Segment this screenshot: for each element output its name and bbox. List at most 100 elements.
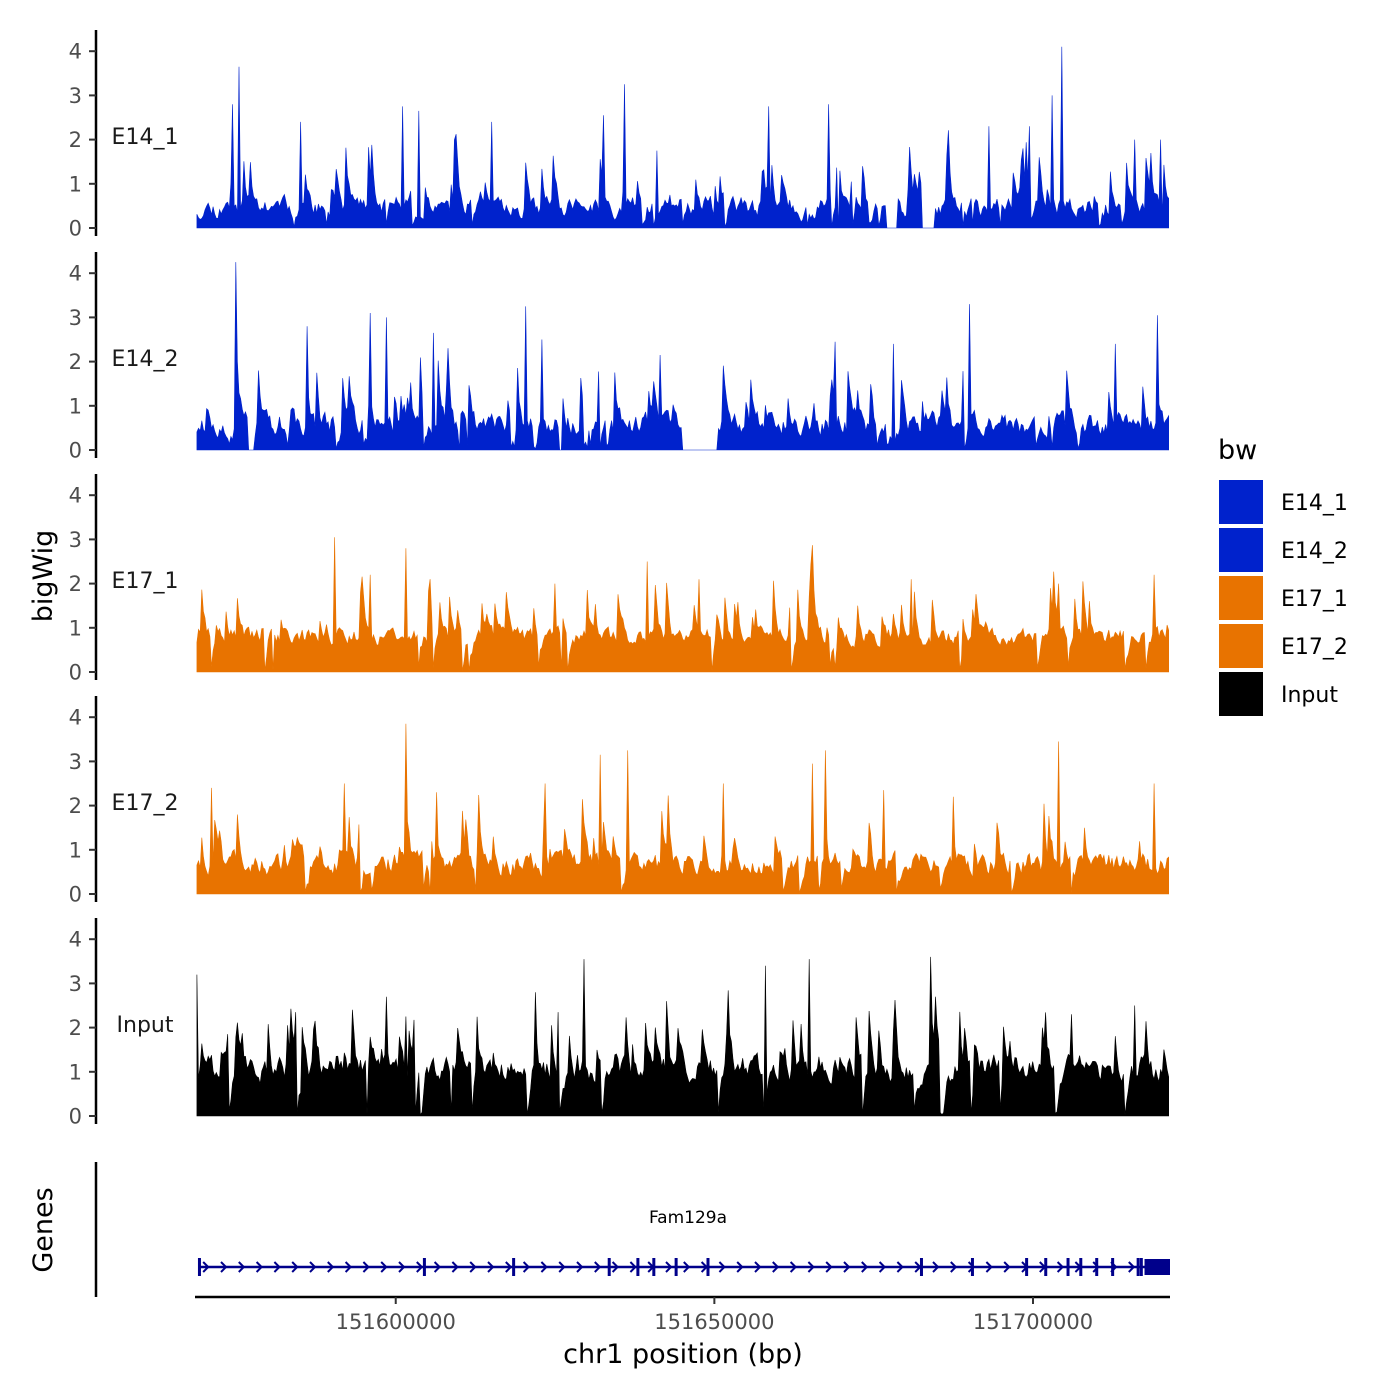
strand-arrow-icon bbox=[540, 1261, 548, 1273]
y-axis-title: bigWig bbox=[28, 530, 59, 623]
y-tick-label: 0 bbox=[69, 1105, 82, 1129]
strand-arrow-icon bbox=[220, 1261, 228, 1273]
x-axis-title: chr1 position (bp) bbox=[563, 1339, 803, 1370]
coverage-area-Input bbox=[196, 956, 1169, 1117]
strand-arrow-icon bbox=[505, 1261, 513, 1273]
strand-arrow-icon bbox=[469, 1261, 477, 1273]
y-tick-label: 1 bbox=[69, 394, 82, 418]
gene-exon bbox=[674, 1258, 678, 1276]
strand-arrow-icon bbox=[772, 1261, 780, 1273]
strand-arrow-icon bbox=[683, 1261, 691, 1273]
track-label-E17_2: E17_2 bbox=[112, 791, 179, 816]
strand-arrow-icon bbox=[861, 1261, 869, 1273]
gene-exon bbox=[919, 1258, 923, 1276]
strand-arrow-icon bbox=[273, 1261, 281, 1273]
y-tick-label: 0 bbox=[69, 439, 82, 463]
strand-arrow-icon bbox=[594, 1261, 602, 1273]
gene-exon bbox=[422, 1258, 426, 1276]
y-tick-label: 4 bbox=[69, 40, 82, 64]
strand-arrow-icon bbox=[433, 1261, 442, 1273]
coverage-area-E14_2 bbox=[196, 262, 1169, 451]
y-tick-label: 3 bbox=[69, 528, 82, 552]
track-labels: E14_1 E14_2 E17_1 E17_2 Input bbox=[112, 125, 179, 1038]
gene-exon bbox=[1139, 1258, 1143, 1276]
gene-exon bbox=[636, 1258, 640, 1276]
y-tick-label: 4 bbox=[69, 484, 82, 508]
gene-exon bbox=[706, 1258, 710, 1276]
track-label-Input: Input bbox=[117, 1013, 174, 1038]
coverage-area-E14_1 bbox=[196, 46, 1169, 229]
legend-label-E17_1: E17_1 bbox=[1281, 587, 1348, 612]
legend-label-E17_2: E17_2 bbox=[1281, 635, 1348, 660]
strand-arrow-icon bbox=[736, 1261, 744, 1273]
strand-arrow-icon bbox=[291, 1261, 299, 1273]
strand-arrow-icon bbox=[238, 1261, 246, 1273]
y-tick-label: 3 bbox=[69, 306, 82, 330]
y-tick-label: 0 bbox=[69, 883, 82, 907]
gene-exon bbox=[970, 1258, 974, 1276]
strand-arrow-icon bbox=[398, 1261, 406, 1273]
strand-arrow-icon bbox=[576, 1261, 584, 1273]
y-tick-label: 3 bbox=[69, 972, 82, 996]
track-Input: 0 1 2 3 4 bbox=[69, 918, 1169, 1129]
gene-exon bbox=[1044, 1258, 1048, 1276]
strand-arrow-icon bbox=[362, 1261, 370, 1273]
strand-arrow-icon bbox=[255, 1261, 264, 1273]
track-label-E14_2: E14_2 bbox=[112, 347, 179, 372]
y-tick-label: 4 bbox=[69, 928, 82, 952]
gene-exon bbox=[1079, 1258, 1083, 1276]
strand-arrow-icon bbox=[754, 1261, 762, 1273]
strand-arrow-icon bbox=[611, 1261, 620, 1273]
coverage-area-E17_2 bbox=[196, 723, 1169, 895]
strand-arrow-icon bbox=[629, 1261, 637, 1273]
strand-arrow-icon bbox=[878, 1261, 887, 1273]
strand-arrow-icon bbox=[344, 1261, 353, 1273]
strand-arrow-icon bbox=[950, 1261, 958, 1273]
track-E14_1: 0 1 2 3 4 bbox=[69, 30, 1169, 241]
strand-arrow-icon bbox=[487, 1261, 495, 1273]
genes-track-title: Genes bbox=[28, 1187, 59, 1272]
y-tick-label: 3 bbox=[69, 750, 82, 774]
gene-exon bbox=[1095, 1258, 1099, 1276]
gene-exon bbox=[1066, 1258, 1070, 1276]
strand-arrow-icon bbox=[558, 1261, 566, 1273]
x-ticks: 151600000 151650000 151700000 bbox=[336, 1297, 1093, 1334]
legend-key-E17_1 bbox=[1219, 576, 1263, 620]
gene-exon bbox=[1025, 1258, 1029, 1276]
genes-track: Genes Fam129a bbox=[28, 1162, 1170, 1297]
legend: bw E14_1 E14_2 E17_1 E17_2 Input bbox=[1218, 435, 1348, 716]
x-tick-label: 151700000 bbox=[973, 1310, 1093, 1334]
strand-arrow-icon bbox=[932, 1261, 940, 1273]
strand-arrow-icon bbox=[522, 1261, 531, 1273]
y-tick-label: 1 bbox=[69, 838, 82, 862]
strand-arrow-icon bbox=[1056, 1261, 1065, 1273]
legend-key-E14_2 bbox=[1219, 528, 1263, 572]
strand-arrow-icon bbox=[309, 1261, 317, 1273]
strand-arrow-icon bbox=[896, 1261, 904, 1273]
strand-arrow-icon bbox=[807, 1261, 815, 1273]
strand-arrow-icon bbox=[202, 1261, 210, 1273]
y-tick-label: 4 bbox=[69, 262, 82, 286]
y-tick-label: 0 bbox=[69, 661, 82, 685]
legend-label-E14_1: E14_1 bbox=[1281, 491, 1348, 516]
y-tick-label: 2 bbox=[69, 572, 82, 596]
legend-label-Input: Input bbox=[1281, 683, 1338, 708]
gene-exon bbox=[1136, 1258, 1140, 1276]
gene-exon bbox=[652, 1258, 656, 1276]
strand-arrow-icon bbox=[1128, 1261, 1136, 1273]
strand-arrow-icon bbox=[825, 1261, 833, 1273]
gene-model bbox=[197, 1258, 1170, 1276]
track-E17_2: 0 1 2 3 4 bbox=[69, 696, 1169, 907]
legend-key-E14_1 bbox=[1219, 480, 1263, 524]
gene-name-label: Fam129a bbox=[649, 1208, 727, 1228]
strand-arrow-icon bbox=[665, 1261, 673, 1273]
strand-arrow-icon bbox=[718, 1261, 726, 1273]
coverage-area-E17_1 bbox=[196, 537, 1169, 673]
y-tick-label: 3 bbox=[69, 84, 82, 108]
gene-exon bbox=[607, 1258, 611, 1276]
y-tick-label: 2 bbox=[69, 1016, 82, 1040]
y-tick-label: 1 bbox=[69, 616, 82, 640]
y-tick-label: 2 bbox=[69, 128, 82, 152]
track-E17_1: 0 1 2 3 4 bbox=[69, 474, 1169, 685]
